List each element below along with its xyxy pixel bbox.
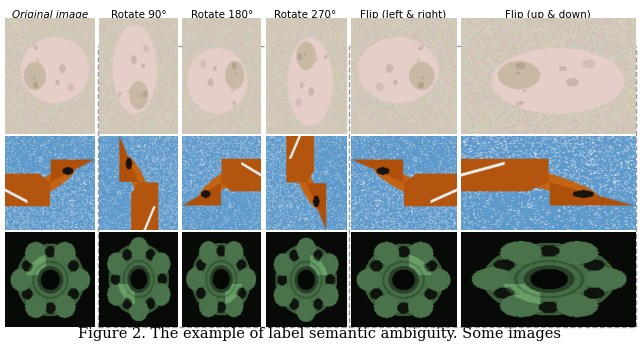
Text: Flip (left & right): Flip (left & right) [360, 10, 447, 20]
Text: Figure 2. The example of label semantic ambiguity. Some images: Figure 2. The example of label semantic … [79, 327, 561, 341]
Text: Original image: Original image [12, 10, 88, 20]
Bar [98, 46, 346, 327]
Text: Rotate 180°: Rotate 180° [191, 10, 253, 20]
Text: Flip (up & down): Flip (up & down) [505, 10, 591, 20]
Bar [349, 46, 636, 327]
Text: Rotate 90°: Rotate 90° [111, 10, 166, 20]
Text: Rotate 270°: Rotate 270° [275, 10, 337, 20]
